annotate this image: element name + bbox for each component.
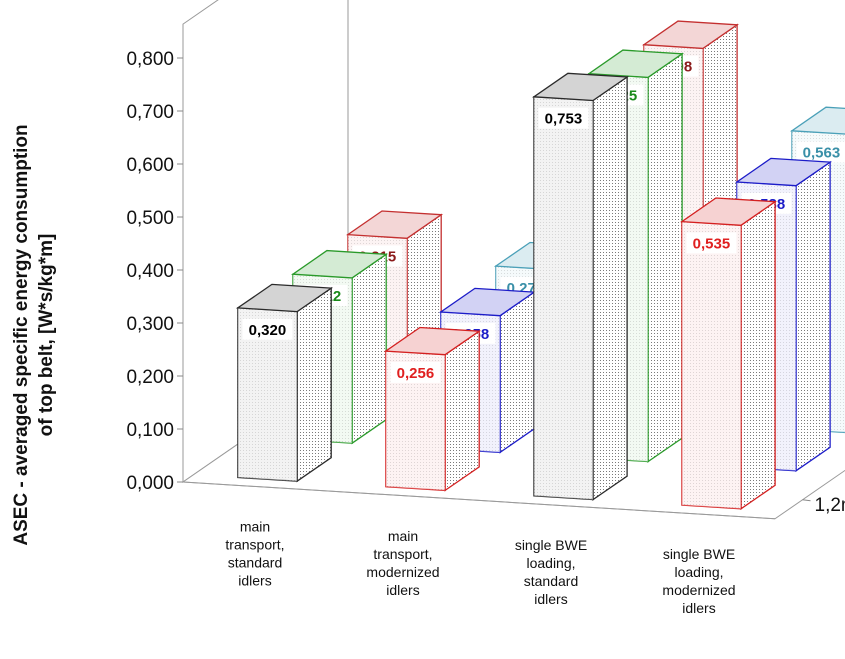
category-label-line: single BWE [663,546,735,562]
category-label-line: main [240,519,270,535]
y-tick-label: 0,500 [126,208,174,229]
bar-3-depth-1: 0,753 [531,72,630,501]
y-tick-label: 0,800 [126,49,174,70]
category-label-line: standard [228,555,282,571]
category-label: main transport, modernized idlers [366,528,439,598]
data-label: 0,535 [686,232,737,254]
y-axis-ticks: 0,000 0,100 0,200 0,300 0,400 0,500 0,600 0,700… [126,49,183,494]
data-label: 0,256 [390,361,441,383]
y-tick-label: 0,400 [126,261,174,282]
bars: 0,3150,2730,7080,5630,3120,2580,7250,538… [235,20,845,511]
data-label-text: 0,256 [397,365,435,382]
depth-tick-mark [802,499,811,502]
floor-front-edge [182,481,776,520]
category-label-line: modernized [662,582,735,598]
bar-front-texture [237,307,298,482]
data-label-text: 0,320 [249,322,287,339]
data-label-box [538,107,589,129]
y-tick-label: 0,100 [126,420,174,441]
bar-top-face [383,326,482,356]
bar-top-face [345,210,444,239]
category-label-line: idlers [386,582,419,598]
data-label-text: 0,563 [803,145,841,162]
bar-1-depth-1: 0,320 [235,283,334,483]
category-label-line: main [388,528,418,544]
data-label-text: 0,753 [545,111,583,128]
data-label-box [242,318,293,340]
bar-side-face [296,286,332,483]
category-label-line: idlers [238,573,271,589]
bar-side-face [592,75,628,501]
bar-top-face [235,283,334,313]
bar-top-face [290,249,389,279]
bar-side-face [499,290,535,454]
bar-side-face [647,52,683,463]
y-tick-label: 0,300 [126,314,174,335]
y-tick-label: 0,000 [126,473,174,494]
depth-label: 1,2m [815,495,845,516]
category-label: single BWE loading, standard idlers [515,537,587,607]
bar-front-texture [681,221,741,509]
category-label: single BWE loading, modernized idlers [662,546,735,616]
category-label-line: idlers [682,600,715,616]
category-label-line: loading, [674,564,723,580]
y-axis-label-line-1: ASEC - averaged specific energy consumpt… [11,124,32,545]
category-label: main transport, standard idlers [225,519,284,589]
category-label-line: modernized [366,564,439,580]
category-label-line: transport, [373,546,432,562]
bar-side-face [795,160,831,473]
bar-side-face [351,253,387,445]
y-axis-label-line-2: of top belt, [W*s/kg*m] [36,234,57,437]
data-label-box [390,361,441,383]
category-label-line: standard [524,573,578,589]
y-tick-label: 0,200 [126,367,174,388]
bar-top-face [789,106,845,135]
category-label-line: transport, [225,537,284,553]
bar-top-face [586,49,685,79]
category-label-line: idlers [534,591,567,607]
data-label: 0,320 [242,318,293,340]
x-axis-categories: main transport, standard idlers main transpor… [225,519,735,617]
chart-floor [182,481,776,520]
y-tick-label: 0,600 [126,155,174,176]
data-label-box [686,232,737,254]
bar-side-face [740,200,776,511]
bar-top-face [734,157,833,187]
data-label: 0,753 [538,107,589,129]
bar-top-face [679,197,778,226]
data-label-box [796,141,845,163]
bar-2-depth-1: 0,256 [383,326,482,492]
data-label-text: 0,535 [693,235,731,252]
bar-front-texture [385,351,446,491]
y-tick-label: 0,700 [126,102,174,123]
category-label-line: loading, [526,555,575,571]
bar-top-face [641,20,740,50]
bar-front-texture [533,96,593,500]
category-label-line: single BWE [515,537,587,553]
depth-axis-labels: 1,2m1,45m2,0m [802,495,845,516]
bar-4-depth-1: 0,535 [679,197,778,511]
data-label: 0,563 [796,141,845,163]
bar-top-face [531,72,630,102]
bar-side-face [444,329,480,492]
